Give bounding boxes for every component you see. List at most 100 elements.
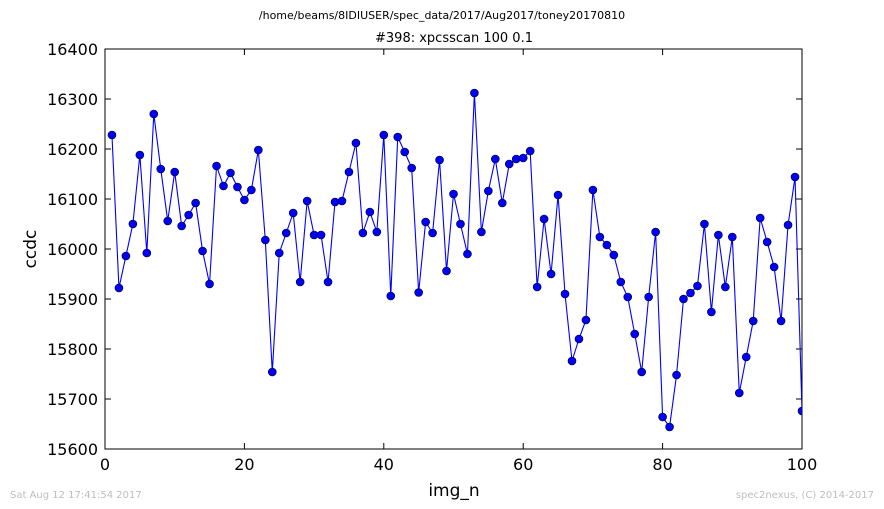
data-point: [107, 130, 117, 140]
data-point: [762, 237, 772, 247]
data-point: [741, 352, 751, 362]
data-point: [295, 277, 305, 287]
data-point: [177, 221, 186, 231]
data-point: [484, 186, 493, 196]
y-tick-label: 16400: [47, 40, 98, 59]
data-point: [337, 196, 347, 206]
data-point: [261, 235, 270, 245]
data-point: [658, 412, 667, 422]
data-point: [149, 109, 159, 119]
data-point: [769, 262, 779, 272]
data-point: [567, 356, 577, 366]
data-point: [477, 227, 486, 237]
data-point: [198, 246, 207, 256]
data-point: [121, 251, 131, 261]
data-point: [351, 138, 361, 148]
data-point: [365, 207, 375, 217]
y-tick-label: 16300: [47, 90, 98, 109]
data-point: [665, 422, 674, 432]
data-point: [442, 266, 451, 276]
data-point: [372, 227, 382, 237]
data-point: [184, 210, 193, 220]
file-path-suptitle: /home/beams/8IDIUSER/spec_data/2017/Aug2…: [259, 9, 625, 22]
data-point: [163, 216, 173, 226]
data-point: [358, 228, 368, 238]
x-tick-label: 20: [234, 455, 254, 474]
data-point: [463, 249, 472, 259]
data-point: [344, 167, 354, 177]
data-point: [274, 248, 284, 258]
x-tick-label: 0: [100, 455, 110, 474]
data-point: [734, 388, 744, 398]
data-point: [135, 150, 145, 160]
x-tick-label: 40: [374, 455, 394, 474]
series-line: [111, 92, 802, 429]
data-point: [532, 282, 542, 292]
y-tick-label: 16100: [47, 190, 98, 209]
chart-title: #398: xpcsscan 100 0.1: [375, 31, 533, 46]
data-point: [609, 250, 619, 260]
data-point: [616, 277, 626, 287]
data-point: [226, 168, 235, 178]
data-point: [727, 232, 737, 242]
data-point: [595, 232, 605, 242]
data-point: [491, 154, 500, 164]
y-tick-label: 16200: [47, 140, 98, 159]
data-point: [679, 294, 688, 304]
data-point: [539, 214, 549, 224]
data-point: [470, 88, 479, 98]
x-tick-label: 80: [652, 455, 672, 474]
data-point: [651, 227, 660, 237]
data-point: [574, 334, 584, 344]
data-point: [707, 307, 716, 317]
data-point: [748, 316, 758, 326]
data-point: [672, 370, 681, 380]
data-point: [379, 130, 389, 140]
data-point: [386, 291, 396, 301]
data-point: [497, 198, 507, 208]
x-tick-label: 60: [513, 455, 533, 474]
plot-frame: [104, 48, 803, 450]
x-axis-label: img_n: [428, 481, 479, 501]
data-point: [637, 367, 646, 377]
data-point: [400, 147, 410, 157]
y-axis-label: ccdc: [21, 230, 41, 269]
data-point: [247, 185, 256, 195]
data-point: [288, 208, 298, 218]
footer-credit: spec2nexus, (C) 2014-2017: [736, 490, 874, 501]
data-point: [435, 155, 444, 165]
data-point: [630, 329, 640, 339]
data-point: [553, 190, 563, 200]
data-point: [686, 288, 695, 298]
data-point: [776, 316, 786, 326]
y-tick-label: 15700: [47, 390, 98, 409]
data-point: [644, 292, 653, 302]
data-point: [755, 213, 765, 223]
data-point: [449, 189, 458, 199]
data-point: [407, 163, 416, 173]
data-point: [254, 145, 263, 155]
data-point: [281, 228, 291, 238]
footer-timestamp: Sat Aug 12 17:41:54 2017: [10, 490, 142, 501]
y-tick-label: 15900: [47, 290, 98, 309]
data-point: [721, 282, 730, 292]
data-point: [191, 198, 200, 208]
data-point: [316, 230, 326, 240]
data-point: [546, 269, 556, 279]
data-point: [623, 292, 633, 302]
data-point: [504, 159, 514, 169]
data-point: [219, 181, 228, 191]
data-point: [128, 219, 138, 229]
data-point: [267, 367, 277, 377]
data-point: [170, 167, 179, 177]
data-point: [233, 182, 242, 192]
y-tick-label: 15800: [47, 340, 98, 359]
data-point: [581, 315, 591, 325]
plot-area: 0 20 40 60 80 100 15600 15700 15800 15900 16000 161…: [47, 40, 817, 474]
data-point: [302, 196, 312, 206]
data-point: [783, 220, 793, 230]
data-point: [323, 277, 333, 287]
data-point: [212, 161, 221, 171]
data-point: [428, 228, 437, 238]
